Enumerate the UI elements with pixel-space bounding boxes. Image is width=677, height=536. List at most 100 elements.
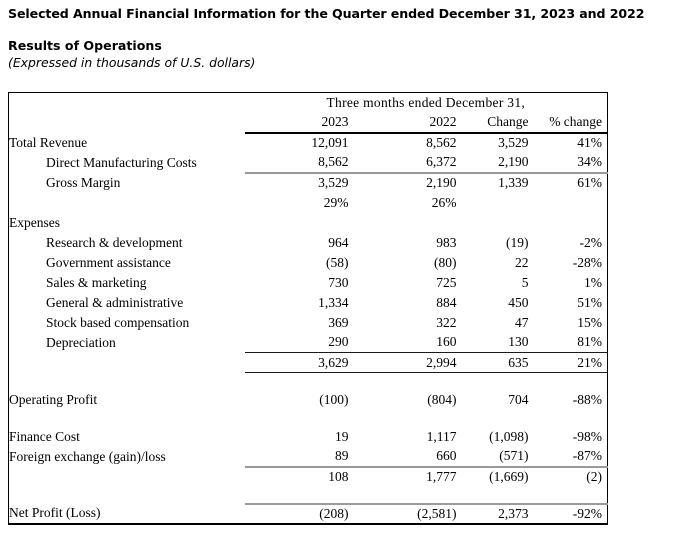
cell-2023: 3,529	[318, 175, 349, 190]
section-title: Results of Operations	[8, 38, 162, 53]
table-row: Net Profit (Loss) (208) (2,581) 2,373 -92%	[9, 504, 608, 524]
page-title: Selected Annual Financial Information fo…	[8, 6, 645, 21]
cell-pct-change: 41%	[577, 135, 603, 150]
cell-2023: 89	[244, 446, 349, 468]
cell-change	[457, 213, 529, 233]
row-label	[9, 467, 245, 487]
cell-2023: 29%	[323, 194, 349, 210]
cell-change: 1,339	[498, 175, 529, 190]
table-row: Total Revenue 12,091 8,562 3,529 41%	[9, 133, 608, 153]
table-row: Stock based compensation 369 322 47 15%	[9, 313, 608, 333]
cell-2022: 2,190	[426, 175, 457, 190]
row-label: General & administrative	[46, 294, 184, 310]
units-note: (Expressed in thousands of U.S. dollars)	[8, 55, 256, 70]
table-body: Total Revenue 12,091 8,562 3,529 41% Direct M…	[9, 133, 608, 524]
cell-2023: 12,091	[311, 135, 349, 150]
cell-change: 3,529	[498, 135, 529, 150]
table-row: General & administrative 1,334 884 450 51%	[9, 293, 608, 313]
period-header-row: Three months ended December 31,	[9, 93, 608, 113]
cell-2023: (208)	[319, 505, 349, 521]
cell-2022: 26%	[431, 194, 457, 210]
cell-2022: 884	[436, 294, 457, 310]
row-label: Expenses	[9, 214, 60, 230]
cell-pct-change: 1%	[584, 274, 603, 290]
subtotal-row: 29% 26%	[9, 193, 608, 213]
cell-pct-change: -2%	[579, 234, 603, 250]
subtotal-row: 3,629 2,994 635 21%	[9, 352, 608, 373]
column-header-2022: 2022	[348, 112, 457, 134]
table-row: Research & development 964 983 (19) -2%	[9, 233, 608, 253]
column-header-change: Change	[456, 112, 529, 134]
cell-2022: 983	[436, 234, 457, 250]
cell-2022	[348, 486, 457, 505]
cell-change	[456, 486, 529, 505]
table-row: Government assistance (58) (80) 22 -28%	[9, 253, 608, 273]
cell-2022: 2,994	[348, 352, 457, 373]
period-header: Three months ended December 31,	[326, 94, 526, 110]
cell-change	[457, 410, 529, 427]
cell-pct-change	[528, 486, 608, 505]
subtotal-row: 108 1,777 (1,669) (2)	[9, 467, 608, 487]
cell-pct-change: -28%	[572, 254, 603, 270]
cell-2022: 8,562	[426, 135, 457, 150]
cell-pct-change: 34%	[528, 152, 608, 174]
cell-2022: 160	[348, 332, 457, 353]
cell-2023: 730	[328, 274, 349, 290]
cell-pct-change	[529, 373, 608, 390]
row-label: Foreign exchange (gain)/loss	[9, 448, 166, 464]
cell-2023: 19	[335, 428, 349, 444]
cell-pct-change: -92%	[572, 505, 603, 521]
row-label	[9, 353, 245, 373]
cell-2022: 322	[436, 314, 457, 330]
cell-2022	[349, 373, 457, 390]
table-row: Operating Profit (100) (804) 704 -88%	[9, 390, 608, 410]
cell-2022: 725	[436, 274, 457, 290]
cell-change: 2,190	[456, 152, 529, 174]
cell-2023	[245, 373, 349, 390]
cell-2023: 8,562	[244, 152, 349, 174]
cell-2023	[244, 486, 349, 505]
header-label-spacer	[9, 113, 245, 133]
cell-2022	[349, 213, 457, 233]
cell-pct-change: (2)	[586, 469, 603, 484]
cell-2023: 1,334	[318, 294, 349, 310]
column-header-row: 2023 2022 Change % change	[9, 112, 608, 134]
row-label: Sales & marketing	[46, 274, 147, 290]
cell-2023	[245, 410, 349, 427]
cell-2023: (100)	[319, 391, 349, 407]
table-row: Depreciation 290 160 130 81%	[9, 332, 608, 353]
cell-pct-change: 15%	[577, 314, 603, 330]
cell-2023: 3,629	[244, 352, 349, 373]
cell-change: (1,669)	[489, 469, 529, 484]
cell-pct-change	[529, 193, 608, 213]
cell-2022: (2,581)	[417, 505, 457, 521]
table-row: Gross Margin 3,529 2,190 1,339 61%	[9, 173, 608, 193]
cell-2023: (58)	[326, 254, 349, 270]
row-label: Total Revenue	[9, 134, 88, 150]
table-header: Three months ended December 31, 2023 202…	[9, 93, 608, 134]
cell-2022: 660	[348, 446, 457, 468]
cell-2022: 6,372	[348, 152, 457, 174]
table-row: Foreign exchange (gain)/loss 89 660 (571) -8…	[9, 446, 608, 468]
cell-change	[457, 193, 529, 213]
spacer-row	[9, 410, 608, 427]
financial-table: Three months ended December 31, 2023 202…	[8, 92, 609, 525]
cell-change: (1,098)	[489, 428, 529, 444]
cell-change: 635	[456, 352, 529, 373]
row-label: Direct Manufacturing Costs	[46, 154, 197, 170]
cell-2022: (804)	[427, 391, 457, 407]
cell-pct-change: -98%	[572, 428, 603, 444]
cell-change	[457, 373, 529, 390]
cell-2023	[245, 213, 349, 233]
cell-pct-change: 51%	[577, 294, 603, 310]
row-label: Depreciation	[46, 334, 116, 350]
cell-change: 2,373	[498, 505, 529, 521]
cell-change: 5	[521, 274, 529, 290]
cell-2023: 290	[244, 332, 349, 353]
cell-change: 450	[508, 294, 529, 310]
cell-2023: 964	[328, 234, 349, 250]
spacer-row	[9, 486, 608, 505]
table-row: Sales & marketing 730 725 5 1%	[9, 273, 608, 293]
cell-pct-change	[529, 213, 608, 233]
